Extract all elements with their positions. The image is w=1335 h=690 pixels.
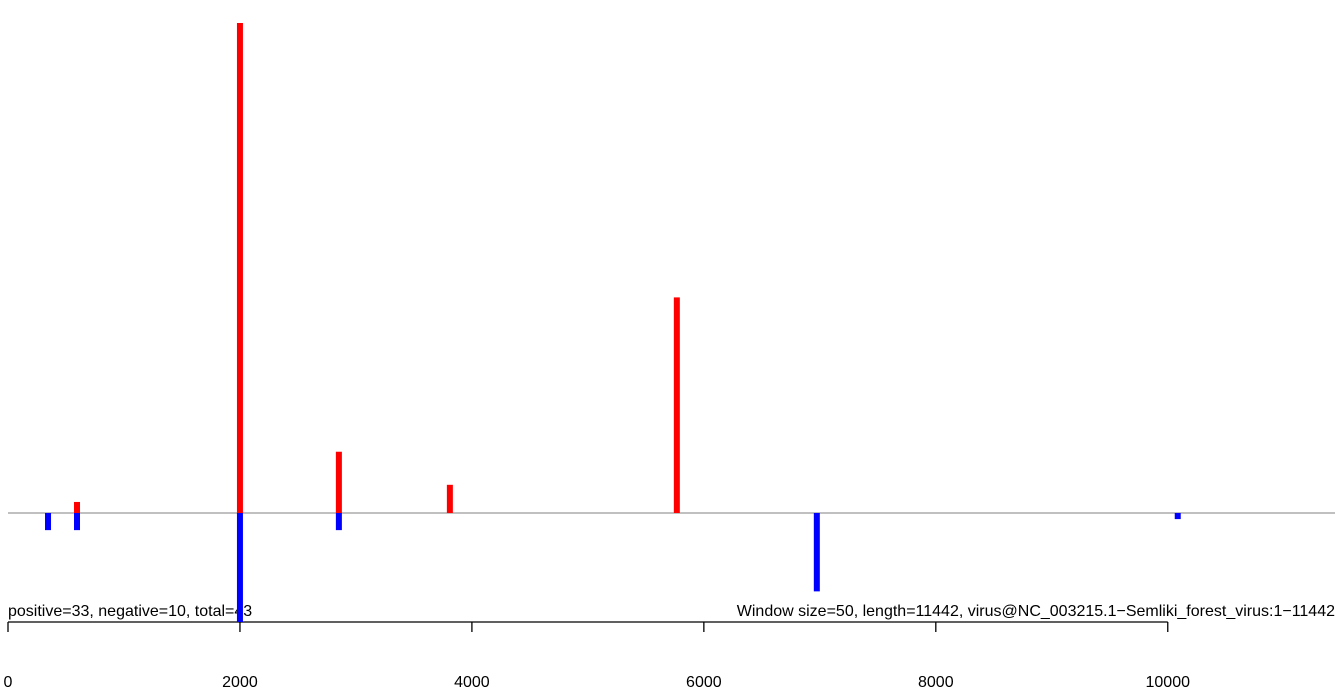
bar xyxy=(446,484,453,513)
bar xyxy=(236,512,243,622)
bar xyxy=(74,512,81,531)
bar xyxy=(813,512,820,592)
bar xyxy=(1174,512,1181,520)
x-tick-label: 0 xyxy=(4,674,13,690)
summary-label: positive=33, negative=10, total=43 xyxy=(8,603,252,620)
x-tick-label: 10000 xyxy=(1146,674,1191,690)
bar xyxy=(45,512,52,531)
annotation: Window size=50, length=11442, virus@NC_0… xyxy=(737,603,1335,620)
x-tick-label: 2000 xyxy=(222,674,258,690)
x-tick-label: 8000 xyxy=(918,674,954,690)
bar xyxy=(335,512,342,531)
bar xyxy=(335,451,342,513)
bar xyxy=(74,501,81,513)
x-tick-label: 6000 xyxy=(686,674,722,690)
x-tick-label: 4000 xyxy=(454,674,490,690)
bar xyxy=(236,23,243,513)
bar xyxy=(673,297,680,513)
